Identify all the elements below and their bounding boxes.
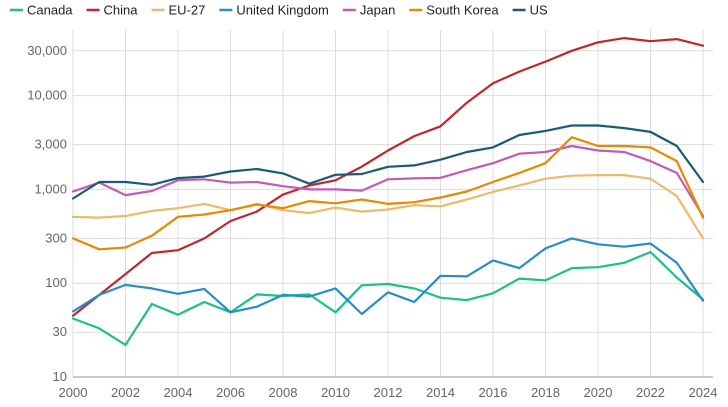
x-tick-label: 2024	[689, 385, 718, 400]
x-tick-label: 2016	[479, 385, 508, 400]
x-tick-label: 2018	[531, 385, 560, 400]
series-lines	[71, 36, 705, 346]
y-tick-label: 100	[45, 275, 67, 290]
x-tick-label: 2008	[269, 385, 298, 400]
legend-label-canada: Canada	[27, 3, 73, 18]
x-tick-label: 2010	[321, 385, 350, 400]
y-tick-label: 30,000	[27, 43, 67, 58]
legend-label-china: China	[104, 3, 139, 18]
x-tick-label: 2006	[216, 385, 245, 400]
x-tick-label: 2022	[636, 385, 665, 400]
y-tick-label: 300	[45, 230, 67, 245]
y-tick-label: 1,000	[34, 181, 67, 196]
x-tick-label: 2002	[111, 385, 140, 400]
legend-label-japan: Japan	[360, 3, 395, 18]
x-tick-label: 2004	[164, 385, 193, 400]
series-line-japan	[71, 144, 705, 218]
x-tick-label: 2012	[374, 385, 403, 400]
y-tick-label: 3,000	[34, 137, 67, 152]
series-line-united-kingdom	[71, 237, 705, 316]
y-tick-label: 10,000	[27, 88, 67, 103]
legend-label-united-kingdom: United Kingdom	[236, 3, 329, 18]
axes: 10 30 100 300 1,000 3,000 10,000 30,000 2000 2002…	[27, 43, 717, 400]
series-line-eu-27	[71, 174, 705, 240]
legend-label-south-korea: South Korea	[426, 3, 499, 18]
x-tick-label: 2014	[426, 385, 455, 400]
x-tick-label: 2000	[59, 385, 88, 400]
series-line-us	[71, 124, 705, 200]
legend: Canada China EU-27 United Kingdom Japan South…	[10, 3, 548, 18]
legend-label-us: US	[530, 3, 548, 18]
series-line-canada	[71, 250, 705, 346]
y-tick-label: 30	[53, 324, 67, 339]
y-tick-label: 10	[53, 369, 67, 384]
x-tick-label: 2020	[584, 385, 613, 400]
series-line-china	[71, 36, 705, 317]
series-line-south-korea	[71, 136, 705, 251]
legend-label-eu-27: EU-27	[169, 3, 206, 18]
